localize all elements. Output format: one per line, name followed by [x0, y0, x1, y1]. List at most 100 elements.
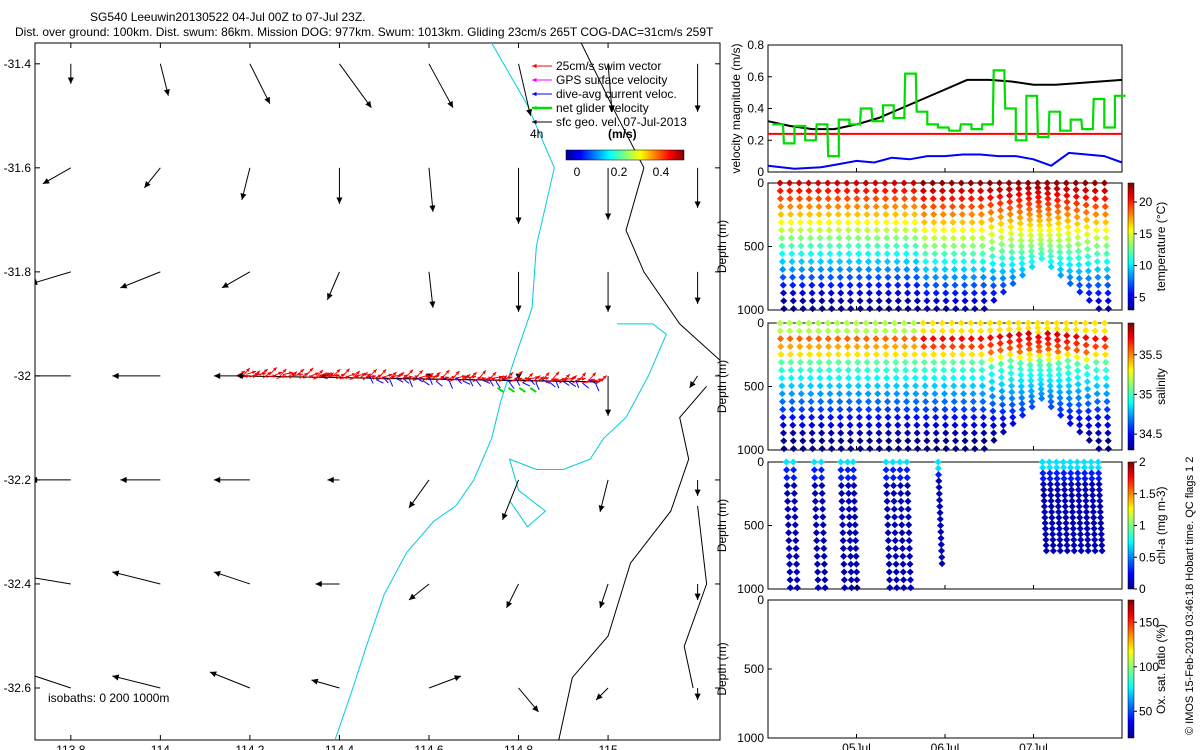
section-point	[865, 265, 873, 273]
section-point	[884, 265, 892, 273]
section-point	[856, 437, 864, 445]
section-point	[1006, 217, 1015, 225]
section-point	[786, 327, 794, 335]
section-point	[894, 305, 903, 313]
section-point	[931, 250, 939, 258]
section-point	[883, 398, 892, 406]
section-point	[776, 179, 784, 187]
section-point	[1017, 231, 1025, 239]
section-point	[1018, 400, 1026, 408]
section-point	[843, 187, 851, 195]
section-point	[896, 458, 904, 466]
section-point	[890, 489, 898, 497]
swim-vector-head	[500, 375, 505, 380]
section-point	[940, 242, 948, 250]
section-point	[845, 390, 853, 398]
map-axes: 113.8 114 114.2 114.4 114.6 114.8 115 -31.4 -31.…	[4, 43, 720, 750]
swim-vector-head	[472, 372, 477, 376]
swim-vector-head	[572, 375, 577, 380]
section-point	[779, 429, 788, 437]
swim-vector-head	[278, 371, 283, 376]
section-point	[847, 568, 855, 576]
section-y-tick-label: 500	[744, 380, 764, 394]
section-point	[903, 281, 911, 289]
section-point	[951, 437, 960, 445]
swim-vector-head	[503, 375, 508, 380]
section-point	[855, 390, 863, 398]
section-point	[913, 421, 921, 429]
section-point	[1008, 401, 1016, 409]
geo-velocity-arrow	[518, 63, 533, 116]
section-point	[865, 421, 873, 429]
geo-velocity-arrow	[120, 271, 161, 289]
section-point	[817, 413, 825, 421]
section-point	[778, 258, 787, 266]
section-point	[904, 289, 912, 297]
section-point	[835, 234, 843, 242]
section-point	[785, 529, 793, 537]
section-point	[1015, 336, 1023, 344]
section-point	[812, 521, 820, 529]
section-point	[882, 466, 890, 474]
geo-arrow-head	[605, 213, 612, 220]
dac-vector	[495, 381, 501, 389]
section-point	[808, 413, 816, 421]
section-point	[986, 334, 994, 342]
section-point	[864, 398, 872, 406]
section-point	[834, 203, 842, 211]
section-point	[937, 521, 945, 530]
swim-vector-head	[263, 369, 268, 373]
geo-velocity-arrow	[506, 583, 519, 609]
geo-velocity-arrow	[689, 375, 699, 389]
geo-arrow-shaft	[35, 271, 71, 284]
swim-vector-head	[581, 377, 586, 381]
section-point	[969, 234, 977, 242]
section-point	[949, 234, 958, 242]
section-point	[776, 187, 784, 195]
section-point	[903, 421, 911, 429]
geo-velocity-arrow	[605, 167, 612, 220]
section-point	[862, 179, 870, 187]
section-point	[920, 335, 928, 343]
section-point	[844, 358, 852, 366]
section-point	[884, 529, 892, 537]
section-point	[977, 210, 985, 218]
swim-vector-head	[600, 378, 605, 382]
swim-vector-head	[508, 375, 513, 380]
section-point	[836, 258, 844, 266]
section-point	[806, 226, 814, 234]
section-point	[1007, 229, 1015, 237]
section-point	[939, 358, 948, 366]
section-point	[951, 429, 959, 437]
section-point	[1009, 280, 1017, 288]
section-point	[806, 350, 814, 358]
geo-velocity-arrow	[209, 671, 251, 689]
section-point	[980, 305, 988, 313]
section-point	[941, 273, 949, 281]
section-point	[934, 464, 942, 472]
section-point	[799, 429, 807, 437]
section-point	[978, 358, 986, 366]
section-point	[892, 218, 900, 226]
section-point	[901, 350, 909, 358]
section-y-tick-label: 0	[757, 176, 764, 190]
section-point	[843, 327, 851, 335]
swim-vector-head	[345, 368, 350, 373]
colorbar-label: Ox. sat. ratio (%)	[1154, 624, 1168, 714]
dac-vector	[528, 378, 536, 386]
section-point	[856, 305, 864, 313]
section-point	[811, 474, 819, 482]
section-point	[942, 445, 950, 453]
section-point	[827, 421, 835, 429]
section-point	[979, 405, 987, 413]
section-point	[845, 497, 853, 505]
section-point	[865, 273, 873, 281]
section-point	[837, 466, 845, 474]
section-point	[923, 297, 931, 305]
section-point	[980, 429, 988, 437]
section-point	[931, 258, 939, 266]
section-point	[788, 405, 796, 413]
geo-arrow-head	[689, 380, 696, 388]
section-point	[968, 366, 976, 374]
section-point	[824, 187, 832, 195]
